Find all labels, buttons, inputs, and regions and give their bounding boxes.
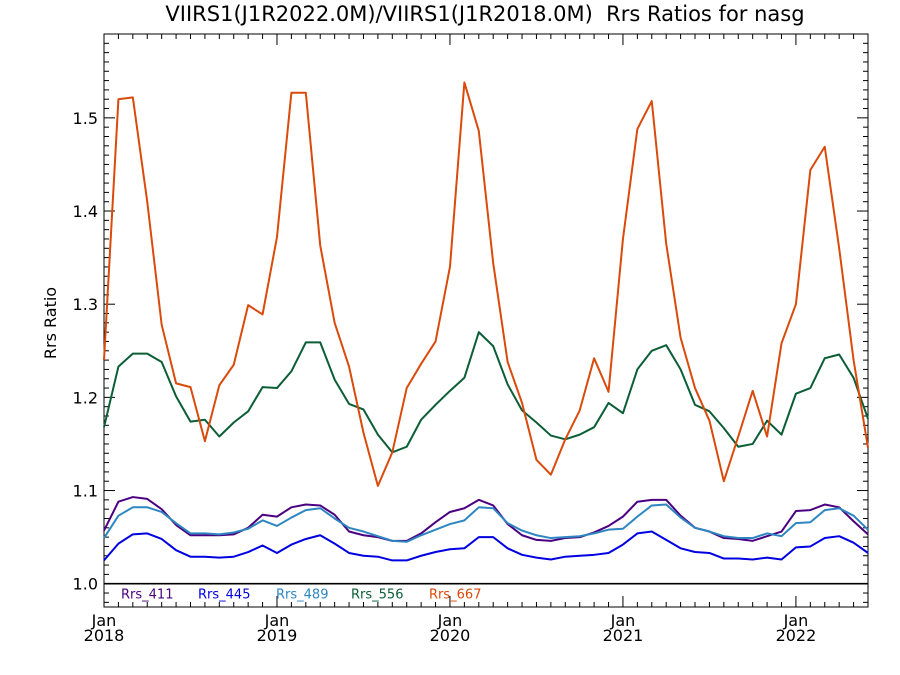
x-tick-year: 2020 (430, 626, 471, 645)
legend-entry-rrs-489: Rrs_489 (276, 588, 328, 603)
chart-title: VIIRS1(J1R2022.0M)/VIIRS1(J1R2018.0M) Rr… (165, 2, 805, 26)
legend-entry-rrs-445: Rrs_445 (198, 588, 250, 603)
x-tick-year: 2021 (603, 626, 644, 645)
legend: Rrs_411 Rrs_445 Rrs_489 Rrs_556 Rrs_667 (121, 588, 481, 603)
x-tick-month: Jan (264, 611, 290, 630)
plot-frame (103, 33, 869, 608)
x-tick-month: Jan (91, 611, 117, 630)
x-tick-month: Jan (783, 611, 809, 630)
series-line-rrs-411 (103, 496, 869, 542)
series-line-rrs-489 (103, 503, 869, 543)
legend-entry-rrs-411: Rrs_411 (121, 588, 173, 603)
y-tick-label: 1.0 (73, 575, 98, 594)
y-axis-label: Rrs Ratio (41, 287, 60, 359)
y-tick-label: 1.1 (73, 482, 98, 501)
series-line-rrs-445 (103, 530, 869, 562)
series-line-rrs-667 (103, 81, 869, 487)
series-line-rrs-556 (103, 331, 869, 454)
series-layer (103, 81, 869, 562)
y-tick-label: 1.3 (73, 295, 98, 314)
x-tick-year: 2019 (257, 626, 298, 645)
x-tick-year: 2018 (84, 626, 125, 645)
x-tick-month: Jan (610, 611, 636, 630)
x-tick-month: Jan (437, 611, 463, 630)
y-tick-label: 1.4 (73, 202, 98, 221)
legend-entry-rrs-667: Rrs_667 (429, 588, 481, 603)
plot-frame-layer: 1.01.11.21.31.41.5Jan2018Jan2019Jan2020J… (73, 33, 869, 645)
x-tick-year: 2022 (776, 626, 817, 645)
legend-entry-rrs-556: Rrs_556 (351, 588, 403, 603)
y-tick-label: 1.5 (73, 109, 98, 128)
y-tick-label: 1.2 (73, 388, 98, 407)
